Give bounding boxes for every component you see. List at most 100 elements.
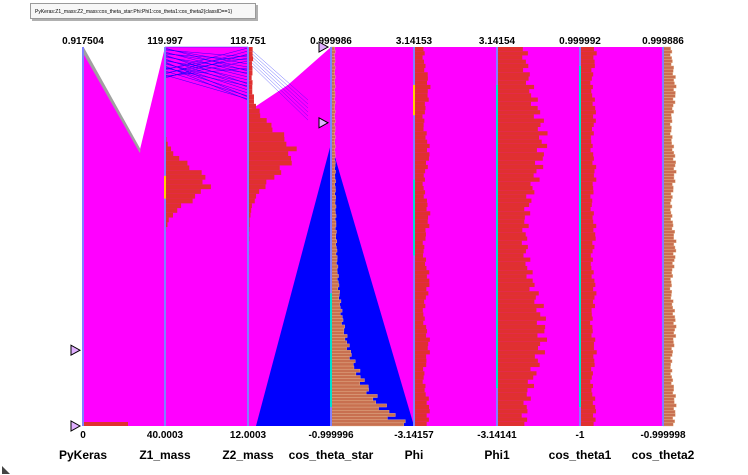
hist-cos-theta2-bin <box>662 160 676 165</box>
hist-cos-theta-star-bin <box>330 350 351 354</box>
hist-phi-bin <box>414 84 431 90</box>
hist-cos-theta2-bin <box>662 353 673 357</box>
hist-phi1-bin <box>497 257 531 262</box>
hist-cos-theta2-bin <box>662 188 674 193</box>
hist-cos-theta2-bin <box>662 248 677 253</box>
hist-phi1-bin <box>497 270 533 275</box>
hist-cos-theta1-bin <box>580 198 593 203</box>
hist-phi-bin <box>414 211 431 216</box>
hist-phi1-bin <box>497 59 526 64</box>
hist-cos-theta-star-bin <box>330 280 339 285</box>
hist-cos-theta2-bin <box>662 154 676 158</box>
hist-cos-theta2-bin <box>662 113 672 117</box>
hist-cos-theta2-bin <box>662 258 675 262</box>
axis-max-label-Phi1: 3.14154 <box>479 36 516 47</box>
hist-cos-theta1-bin <box>580 421 594 426</box>
hist-cos-theta1-bin <box>580 127 592 132</box>
hist-cos-theta-star-bin <box>330 283 340 288</box>
hist-z1-mass-bin <box>165 212 173 218</box>
axis-name-Z1_mass: Z1_mass <box>139 448 191 462</box>
canvas-title-box[interactable]: PyKeras:Z1_mass:Z2_mass:cos_theta_star:P… <box>30 3 256 19</box>
hist-cos-theta1-bin <box>580 337 596 342</box>
hist-cos-theta-star-bin <box>330 400 377 405</box>
hist-phi-bin <box>414 249 424 254</box>
hist-cos-theta1-bin <box>580 72 594 77</box>
hist-phi1-bin <box>497 177 540 182</box>
hist-cos-theta1-bin <box>580 59 595 64</box>
hist-cos-theta1-bin <box>580 173 594 178</box>
hist-cos-theta-star-bin <box>330 372 357 376</box>
hist-cos-theta2-bin <box>662 223 674 228</box>
hist-cos-theta-star-bin <box>330 289 340 294</box>
axis-name-cos_theta_star: cos_theta_star <box>289 448 374 462</box>
hist-cos-theta-star-bin <box>330 378 365 382</box>
hist-z1-mass-bin <box>165 189 201 194</box>
hist-cos-theta-star-bin <box>330 324 345 329</box>
hist-z1-mass-bin <box>165 170 202 175</box>
hist-cos-theta-star-bin <box>330 394 378 398</box>
hist-cos-theta1-bin <box>580 51 597 56</box>
hist-z1-mass-bin <box>165 151 174 156</box>
hist-z2-mass-bin <box>248 51 253 57</box>
hist-cos-theta-star-bin <box>330 299 342 304</box>
blue-line-25 <box>164 61 249 98</box>
blue-line-16 <box>164 62 249 91</box>
hist-cos-theta2-bin <box>662 198 672 202</box>
axis-name-cos_theta2: cos_theta2 <box>632 448 695 462</box>
hist-cos-theta2-bin <box>662 201 671 206</box>
hist-cos-theta2-bin <box>662 122 671 127</box>
hist-cos-theta1-bin <box>580 139 592 144</box>
hist-z2-mass-bin <box>248 198 255 204</box>
hist-cos-theta1-bin <box>580 371 593 376</box>
hist-z2-mass-bin <box>248 65 253 71</box>
hist-cos-theta2-bin <box>662 65 674 70</box>
hist-phi-bin <box>414 413 427 418</box>
hist-cos-theta2-bin <box>662 293 672 297</box>
hist-cos-theta1-bin <box>580 135 591 140</box>
hist-phi1-bin <box>497 164 544 170</box>
hist-z2-mass-bin <box>248 122 272 128</box>
hist-phi-bin <box>414 198 427 203</box>
hist-cos-theta2-bin <box>662 305 673 310</box>
hist-cos-theta2-bin <box>662 312 674 316</box>
hist-cos-theta2-bin <box>662 337 674 341</box>
axis-min-label-Z2_mass: 12.0003 <box>230 430 267 441</box>
hist-cos-theta-star-bin <box>330 365 355 370</box>
hist-phi-bin <box>414 185 424 191</box>
hist-phi-bin <box>414 350 430 355</box>
hist-phi-bin <box>414 371 425 376</box>
hist-phi-bin <box>414 93 428 98</box>
hist-phi1-bin <box>497 89 530 94</box>
axis-name-Phi1: Phi1 <box>484 448 510 462</box>
hist-phi1-bin <box>497 291 539 296</box>
hist-cos-theta2-bin <box>662 296 672 300</box>
range-marker-cos-theta-star-top <box>318 41 330 53</box>
hist-cos-theta1-bin <box>580 47 594 52</box>
hist-z2-mass-bin <box>248 94 254 100</box>
axis-min-label-cos_theta_star: -0.999996 <box>308 430 353 441</box>
hist-phi1-bin <box>497 400 524 405</box>
hist-phi-bin <box>414 164 428 170</box>
hist-z1-mass-bin <box>165 198 193 204</box>
axis-min-label-Phi1: -3.14141 <box>477 430 517 441</box>
hist-cos-theta2-bin <box>662 147 673 152</box>
hist-cos-theta2-bin <box>662 252 674 256</box>
hist-phi-bin <box>414 320 424 325</box>
hist-cos-theta2-bin <box>662 359 673 364</box>
resize-corner-icon[interactable] <box>2 466 10 474</box>
hist-cos-theta2-bin <box>662 372 671 376</box>
hist-cos-theta2-bin <box>662 318 676 322</box>
hist-cos-theta2-bin <box>662 220 673 225</box>
hist-cos-theta1-bin <box>580 358 595 363</box>
hist-cos-theta1-bin <box>580 232 596 237</box>
hist-phi-bin <box>414 143 430 149</box>
hist-phi-bin <box>414 160 426 165</box>
hist-z1-mass-bin <box>165 203 182 209</box>
hist-z2-mass-bin <box>248 160 292 166</box>
line-bundle-layer <box>82 46 663 426</box>
hist-phi1-bin <box>497 215 525 220</box>
hist-cos-theta2-bin <box>662 157 674 161</box>
hist-cos-theta-star-bin <box>330 305 341 310</box>
hist-phi-bin <box>414 55 423 60</box>
